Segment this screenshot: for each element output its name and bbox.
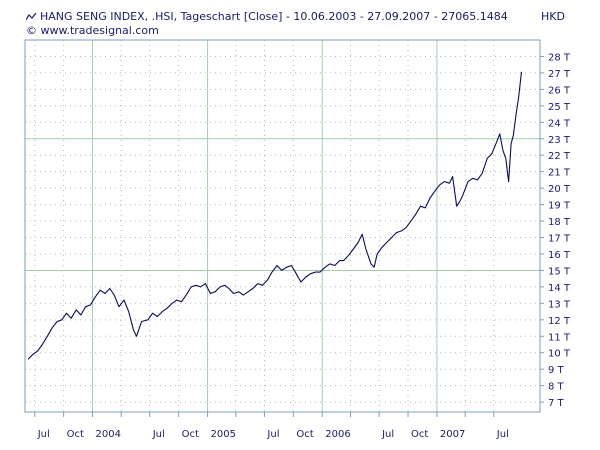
y-tick-label: 16 T — [548, 250, 571, 261]
copyright-text: © www.tradesignal.com — [26, 24, 159, 37]
y-tick-label: 14 T — [548, 283, 571, 294]
y-tick-label: 23 T — [548, 135, 571, 146]
grid — [25, 40, 540, 412]
x-axis: Jul Oct 2004 Jul Oct 2005 Jul Oct 2006 Jul Oct 2007… — [34, 412, 509, 440]
y-tick-label: 24 T — [548, 118, 571, 129]
x-tick-label: Oct — [411, 429, 428, 440]
y-tick-label: 27 T — [548, 69, 571, 80]
x-tick-label: Jul — [266, 429, 279, 440]
y-tick-label: 28 T — [548, 52, 571, 63]
plot-frame — [24, 39, 541, 413]
x-tick-label: Jul — [381, 429, 394, 440]
y-tick-label: 10 T — [548, 349, 571, 360]
x-tick-label: Oct — [182, 429, 199, 440]
y-tick-label: 13 T — [548, 299, 571, 310]
x-tick-label: Jul — [37, 429, 50, 440]
y-tick-label: 8 T — [548, 382, 565, 393]
y-tick-label: 25 T — [548, 102, 571, 113]
y-tick-label: 9 T — [548, 365, 565, 376]
x-tick-label: Jul — [152, 429, 165, 440]
line-chart-icon — [26, 13, 37, 21]
y-tick-label: 17 T — [548, 234, 571, 245]
y-tick-label: 21 T — [548, 168, 571, 179]
series-line — [27, 71, 523, 360]
x-tick-label: Jul — [496, 429, 509, 440]
x-tick-label: Oct — [296, 429, 313, 440]
y-tick-label: 15 T — [548, 266, 571, 277]
y-tick-label: 19 T — [548, 201, 571, 212]
x-tick-label: 2004 — [96, 429, 121, 440]
chart-title: HANG SENG INDEX, .HSI, Tageschart [Close… — [40, 10, 508, 23]
y-tick-label: 26 T — [548, 85, 571, 96]
y-tick-label: 18 T — [548, 217, 571, 228]
y-tick-label: 11 T — [548, 332, 571, 343]
y-axis: 7 T 8 T 9 T 10 T 11 T 12 T 13 T 14 T 15 T 16 T 17 … — [540, 52, 571, 409]
chart-header: HANG SENG INDEX, .HSI, Tageschart [Close… — [26, 10, 508, 38]
x-tick-label: 2006 — [325, 429, 350, 440]
y-tick-label: 22 T — [548, 151, 571, 162]
series-group — [27, 71, 523, 360]
x-tick-label: 2007 — [440, 429, 465, 440]
y-tick-label: 12 T — [548, 316, 571, 327]
x-tick-label: 2005 — [211, 429, 236, 440]
currency-label: HKD — [541, 10, 565, 23]
y-tick-label: 20 T — [548, 184, 571, 195]
x-tick-label: Oct — [67, 429, 84, 440]
y-tick-label: 7 T — [548, 398, 565, 409]
